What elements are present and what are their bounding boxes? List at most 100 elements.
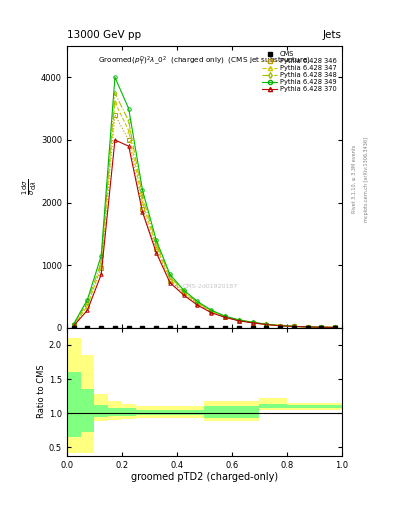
Pythia 6.428 347 (222, 314, 227, 320)
CMS (182, 325, 186, 331)
CMS (250, 325, 255, 331)
Pythia 6.428 370 (264, 322, 269, 328)
Pythia 6.428 348 (85, 300, 90, 306)
Pythia 6.428 348 (154, 240, 159, 246)
Pythia 6.428 346 (99, 265, 104, 271)
Pythia 6.428 347 (99, 263, 104, 269)
Pythia 6.428 349 (140, 187, 145, 193)
Pythia 6.428 348 (333, 324, 338, 330)
CMS (292, 325, 296, 331)
Pythia 6.428 347 (168, 276, 173, 282)
Pythia 6.428 370 (222, 314, 227, 321)
Pythia 6.428 370 (168, 280, 173, 286)
Line: Pythia 6.428 348: Pythia 6.428 348 (72, 91, 337, 329)
Line: Pythia 6.428 346: Pythia 6.428 346 (72, 113, 337, 329)
Pythia 6.428 347 (333, 325, 338, 331)
Pythia 6.428 370 (278, 323, 283, 329)
Pythia 6.428 347 (292, 324, 296, 330)
Pythia 6.428 348 (222, 313, 227, 319)
CMS (264, 325, 269, 331)
Pythia 6.428 348 (72, 322, 76, 328)
Pythia 6.428 347 (72, 322, 76, 328)
Pythia 6.428 370 (292, 324, 296, 330)
Y-axis label: $\frac{1}{\sigma}\frac{\mathrm{d}\sigma}{\mathrm{d}\lambda}$: $\frac{1}{\sigma}\frac{\mathrm{d}\sigma}… (21, 179, 39, 195)
Text: Jets: Jets (323, 30, 342, 40)
Pythia 6.428 370 (250, 319, 255, 326)
Pythia 6.428 346 (72, 322, 76, 328)
Pythia 6.428 370 (319, 324, 324, 330)
Pythia 6.428 349 (127, 105, 131, 112)
Pythia 6.428 348 (182, 288, 186, 294)
Pythia 6.428 346 (195, 301, 200, 307)
Pythia 6.428 346 (154, 246, 159, 252)
Text: mcplots.cern.ch [arXiv:1306.3436]: mcplots.cern.ch [arXiv:1306.3436] (364, 137, 369, 222)
Pythia 6.428 348 (319, 324, 324, 330)
Text: Groomed$(p_T^D)^2\lambda\_0^2$  (charged only)  (CMS jet substructure): Groomed$(p_T^D)^2\lambda\_0^2$ (charged … (98, 55, 311, 68)
Pythia 6.428 347 (264, 322, 269, 328)
Line: CMS: CMS (72, 326, 337, 329)
Pythia 6.428 370 (209, 310, 214, 316)
Pythia 6.428 370 (127, 143, 131, 150)
Pythia 6.428 349 (222, 313, 227, 319)
Pythia 6.428 347 (154, 243, 159, 249)
Pythia 6.428 348 (278, 323, 283, 329)
Pythia 6.428 346 (222, 314, 227, 320)
Pythia 6.428 348 (237, 317, 241, 323)
CMS (168, 325, 173, 331)
Pythia 6.428 349 (154, 237, 159, 243)
Pythia 6.428 349 (168, 271, 173, 278)
CMS (127, 325, 131, 331)
Text: Rivet 3.1.10, ≥ 3.3M events: Rivet 3.1.10, ≥ 3.3M events (352, 145, 357, 214)
Pythia 6.428 370 (72, 323, 76, 329)
CMS (209, 325, 214, 331)
Pythia 6.428 347 (250, 319, 255, 326)
Pythia 6.428 370 (333, 325, 338, 331)
Pythia 6.428 346 (305, 324, 310, 330)
Pythia 6.428 349 (72, 321, 76, 327)
Pythia 6.428 348 (168, 273, 173, 280)
Pythia 6.428 349 (99, 252, 104, 259)
CMS (305, 325, 310, 331)
Pythia 6.428 370 (182, 292, 186, 298)
Pythia 6.428 349 (319, 324, 324, 330)
Pythia 6.428 349 (182, 287, 186, 293)
Pythia 6.428 370 (237, 318, 241, 324)
Pythia 6.428 346 (127, 137, 131, 143)
Pythia 6.428 347 (195, 300, 200, 306)
Pythia 6.428 348 (209, 308, 214, 314)
Pythia 6.428 348 (127, 118, 131, 124)
Pythia 6.428 349 (264, 321, 269, 327)
Pythia 6.428 346 (333, 325, 338, 331)
CMS (85, 325, 90, 331)
Pythia 6.428 347 (237, 317, 241, 324)
Pythia 6.428 370 (195, 302, 200, 308)
Pythia 6.428 348 (305, 324, 310, 330)
Text: CMS-2d01920187: CMS-2d01920187 (182, 284, 238, 289)
Pythia 6.428 346 (250, 319, 255, 326)
Pythia 6.428 348 (250, 319, 255, 326)
Pythia 6.428 349 (292, 323, 296, 329)
Pythia 6.428 349 (113, 74, 118, 80)
Pythia 6.428 347 (182, 290, 186, 296)
Pythia 6.428 349 (333, 324, 338, 330)
CMS (113, 325, 118, 331)
Line: Pythia 6.428 347: Pythia 6.428 347 (72, 101, 337, 329)
Pythia 6.428 347 (85, 303, 90, 309)
Pythia 6.428 370 (99, 271, 104, 278)
Pythia 6.428 370 (140, 209, 145, 215)
Pythia 6.428 347 (305, 324, 310, 330)
Pythia 6.428 349 (209, 307, 214, 313)
Y-axis label: Ratio to CMS: Ratio to CMS (37, 365, 46, 418)
Pythia 6.428 349 (85, 296, 90, 303)
Pythia 6.428 346 (209, 309, 214, 315)
CMS (154, 325, 159, 331)
CMS (278, 325, 283, 331)
Pythia 6.428 370 (305, 324, 310, 330)
Pythia 6.428 347 (319, 324, 324, 330)
CMS (222, 325, 227, 331)
Pythia 6.428 346 (113, 112, 118, 118)
Text: 13000 GeV pp: 13000 GeV pp (67, 30, 141, 40)
Pythia 6.428 348 (264, 321, 269, 327)
Pythia 6.428 370 (154, 249, 159, 255)
Pythia 6.428 349 (250, 319, 255, 325)
